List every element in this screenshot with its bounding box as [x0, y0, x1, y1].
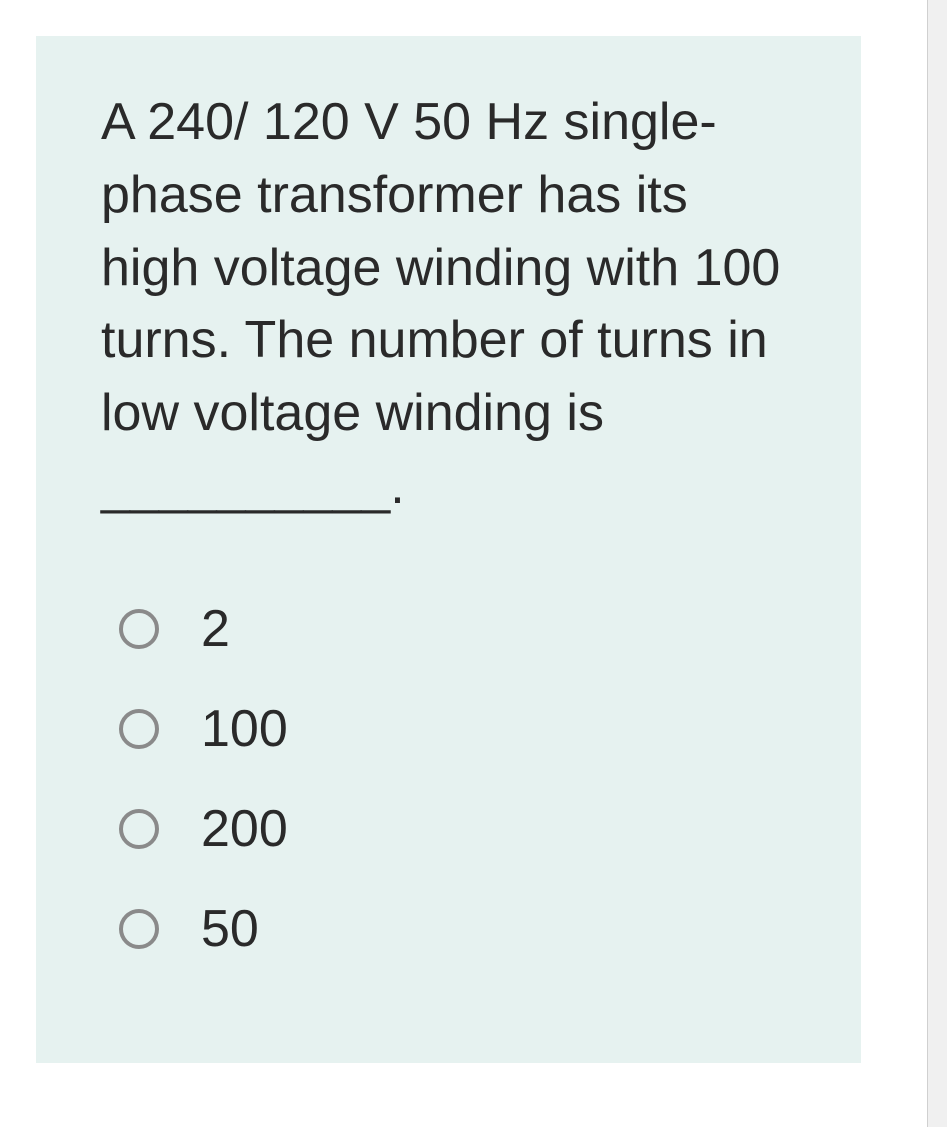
option-label: 50 — [201, 903, 259, 955]
option-label: 200 — [201, 803, 288, 855]
question-card: A 240/ 120 V 50 Hz single-phase transfor… — [36, 36, 861, 1063]
option-item[interactable]: 200 — [119, 803, 796, 855]
option-item[interactable]: 100 — [119, 703, 796, 755]
radio-button-icon[interactable] — [119, 809, 159, 849]
option-item[interactable]: 2 — [119, 603, 796, 655]
radio-button-icon[interactable] — [119, 609, 159, 649]
radio-button-icon[interactable] — [119, 709, 159, 749]
options-list: 2 100 200 50 — [101, 603, 796, 955]
radio-button-icon[interactable] — [119, 909, 159, 949]
question-text: A 240/ 120 V 50 Hz single-phase transfor… — [101, 86, 796, 523]
option-label: 100 — [201, 703, 288, 755]
option-item[interactable]: 50 — [119, 903, 796, 955]
option-label: 2 — [201, 603, 230, 655]
scrollbar-track[interactable] — [927, 0, 947, 1127]
